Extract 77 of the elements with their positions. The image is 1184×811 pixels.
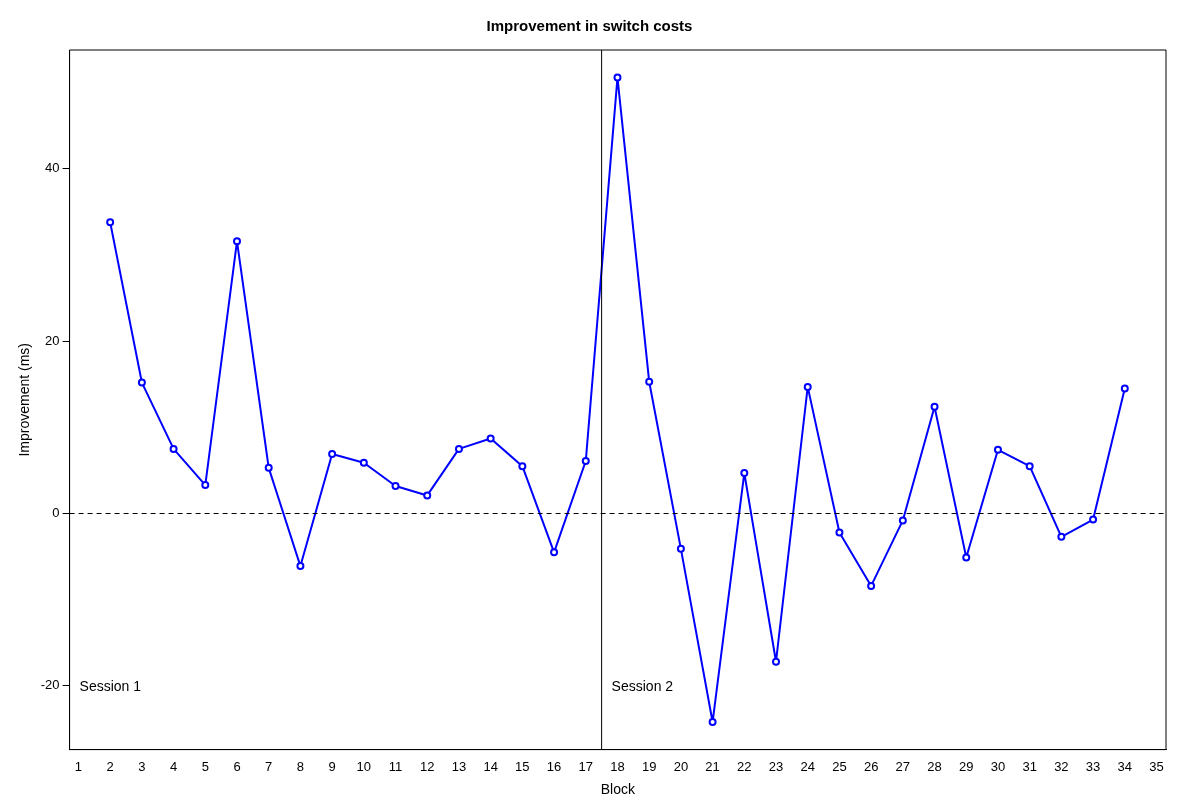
point [233,237,241,246]
x-tick-label: 29 [959,758,974,774]
point [772,657,781,666]
point [486,434,495,443]
x-axis-title: Block [600,781,636,798]
x-tick-label: 16 [546,758,562,774]
point [1025,462,1034,471]
x-tick-label: 34 [1117,758,1133,774]
point [930,402,939,411]
point [106,218,115,227]
y-tick-label: 40 [45,160,60,176]
point [581,456,590,465]
x-tick-label: 31 [1022,758,1037,774]
x-tick-label: 20 [673,758,689,774]
point [835,528,844,537]
point [962,553,971,562]
point [1057,532,1066,541]
point [676,544,685,553]
point [391,481,400,490]
x-tick-label: 30 [990,758,1006,774]
x-tick-label: 8 [296,758,305,774]
x-tick-label: 22 [737,758,752,774]
point [328,450,337,459]
x-tick-label: 15 [515,758,530,774]
x-tick-label: 33 [1085,758,1101,774]
point [613,73,622,82]
point [264,463,273,472]
x-tick-label: 26 [863,758,879,774]
x-tick-label: 18 [610,758,625,774]
x-tick-label: 27 [895,758,911,774]
x-tick-label: 4 [169,758,178,774]
x-tick-label: 21 [705,758,720,774]
point [993,445,1002,454]
point [169,444,178,453]
point [867,581,876,590]
chart-title: Improvement in switch costs [486,17,693,35]
x-tick-label: 7 [265,758,273,774]
point [550,548,559,557]
x-tick-label: 25 [832,758,847,774]
x-tick-label: 9 [328,758,336,774]
point [454,444,463,453]
x-tick-label: 13 [451,758,467,774]
point [740,469,749,478]
x-tick-label: 24 [800,758,815,774]
x-tick-label: 19 [641,758,657,774]
point [296,562,305,571]
point [423,491,432,500]
x-tick-label: 32 [1054,758,1069,774]
point [1089,515,1098,524]
x-tick-label: 5 [201,758,209,774]
x-tick-label: 6 [233,758,241,774]
x-tick-label: 10 [356,758,372,774]
y-tick-label: 0 [52,505,60,521]
x-tick-label: 2 [106,758,114,774]
x-tick-label: 12 [420,758,435,774]
point [645,377,654,386]
x-tick-label: 1 [74,758,83,774]
point [201,481,210,490]
x-tick-label: 11 [388,758,403,774]
x-tick-label: 17 [578,758,594,774]
x-tick-label: 35 [1149,758,1164,774]
point [137,378,146,387]
annotation: Session 1 [79,678,142,695]
point [1120,384,1129,393]
point [359,458,368,467]
point [803,382,812,391]
y-tick-label: -20 [40,677,60,693]
x-tick-label: 23 [768,758,784,774]
y-tick-label: 20 [45,332,60,348]
point [898,516,907,525]
y-axis-title: Improvement (ms) [16,343,33,457]
point [518,462,527,471]
x-tick-label: 3 [138,758,146,774]
x-tick-label: 28 [927,758,942,774]
x-tick-label: 14 [483,758,498,774]
annotation: Session 2 [611,678,674,695]
point [708,718,717,727]
